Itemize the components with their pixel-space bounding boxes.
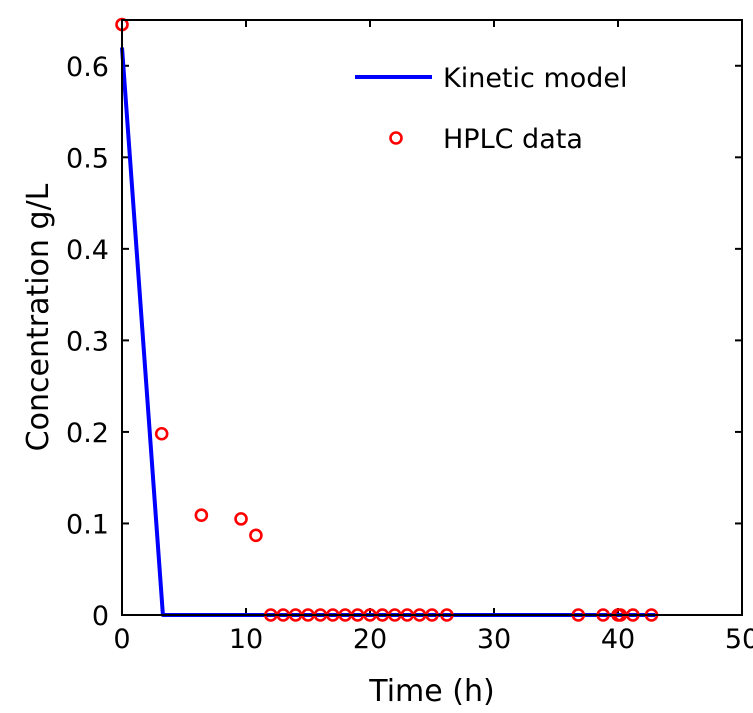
x-tick-label: 30 (477, 624, 511, 655)
hplc-data-point (234, 512, 248, 526)
x-tick-label: 20 (353, 624, 387, 655)
x-tick-label: 50 (725, 624, 753, 655)
legend-label: Kinetic model (443, 63, 628, 94)
y-tick-label: 0.5 (66, 143, 109, 174)
y-tick-label: 0 (92, 601, 109, 632)
labels-layer: 0 10 20 30 40 50 0 0.1 0.2 0.3 0.4 0.5 0.6 (66, 52, 753, 655)
x-axis-title: Time (h) (368, 674, 494, 709)
y-tick-label: 0.2 (66, 418, 109, 449)
y-tick-label: 0.3 (66, 326, 109, 357)
hplc-data-point (154, 426, 169, 441)
ticks-layer (121, 20, 743, 616)
x-tick-label: 40 (601, 624, 635, 655)
y-tick-label: 0.4 (66, 235, 109, 266)
y-tick-label: 0.6 (66, 52, 109, 83)
series-layer (115, 17, 659, 622)
legend-marker-swatch (389, 131, 403, 145)
x-tick-label: 0 (113, 624, 130, 655)
y-axis-title: Concentration g/L (21, 183, 56, 451)
x-tick-label: 10 (229, 624, 263, 655)
y-tick-label: 0.1 (66, 509, 109, 540)
plot-frame (121, 19, 743, 616)
legend: Kinetic model HPLC data (355, 63, 628, 155)
hplc-data-point (194, 508, 209, 523)
hplc-data-point (249, 528, 263, 543)
legend-label: HPLC data (443, 124, 583, 155)
